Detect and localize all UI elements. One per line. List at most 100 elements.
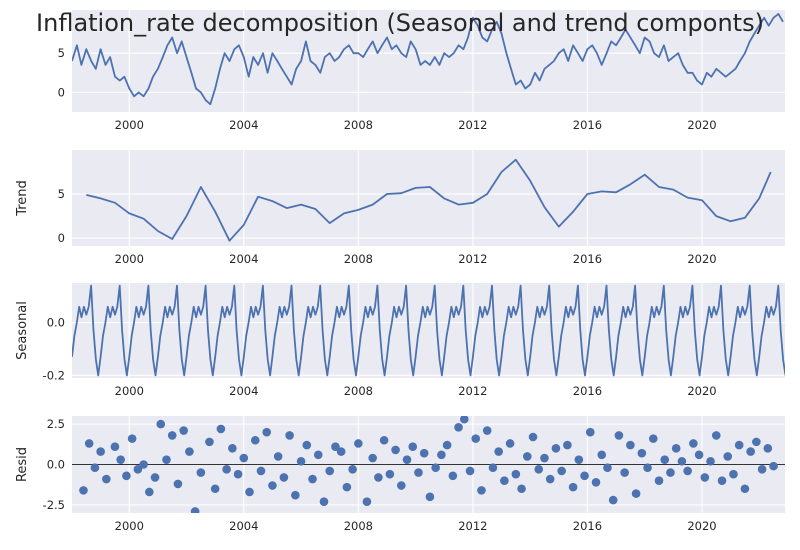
resid-point [648,434,658,443]
observed-x-tick-label: 2000 [115,118,144,132]
resid-point [637,448,647,458]
resid-point [620,468,629,477]
resid-point [717,476,727,485]
trend-series-line [86,158,772,242]
resid-point [167,431,177,440]
resid-point [465,466,475,476]
resid-point [402,455,412,464]
observed-series-line [72,13,784,106]
resid-point [90,463,100,473]
seasonal-x-tick-label: 2004 [229,384,258,398]
resid-point [319,497,329,506]
observed-x-tick-label: 2016 [573,118,602,132]
resid-point [368,453,377,463]
seasonal-x-tick-label: 2008 [344,384,373,398]
resid-point [348,465,357,474]
resid-point [279,473,289,482]
seasonal-x-tick-label: 2020 [687,384,716,398]
trend-y-tick-label: 0 [58,231,65,245]
resid-point [603,463,612,473]
resid-point [216,424,226,434]
resid-point [233,469,243,479]
trend-x-tick-label: 2000 [115,252,144,266]
observed-x-tick-label: 2004 [229,118,258,132]
trend-panel: 2000 2004 2008 2012 2016 2020 0 5 Trend [15,150,785,266]
resid-point [505,439,515,448]
resid-point [419,448,429,458]
resid-point [116,455,125,464]
resid-point [563,440,572,450]
resid-point [285,431,294,440]
resid-point [391,445,400,455]
resid-point [173,479,183,489]
resid-point [694,450,704,460]
resid-point [494,447,503,456]
resid-point [414,468,423,477]
resid-point [262,427,272,437]
resid-point [671,444,681,453]
resid-point [580,471,589,481]
resid-point [597,450,607,460]
resid-point [757,465,767,474]
trend-y-axis-label: Trend [15,180,30,217]
resid-point [614,431,624,440]
resid-point [654,476,664,485]
resid-point [362,497,372,506]
resid-point [313,450,323,460]
resid-point [769,461,778,471]
resid-point [79,486,88,495]
resid-point [196,468,206,477]
resid-point [425,492,435,502]
resid-point [626,440,635,450]
resid-point [522,452,532,461]
resid-y-axis-label: Resid [15,447,30,482]
resid-point [139,460,148,469]
resid-point [608,495,618,505]
resid-point [740,484,750,494]
seasonal-x-tick-label: 2016 [573,384,602,398]
resid-point [96,447,105,456]
seasonal-panel: 2000 2004 2008 2012 2016 2020 -0.2 0.0 Seasonal [15,283,785,398]
resid-y-tick-label: -2.5 [43,498,65,512]
chart-title: Inflation_rate decomposition (Seasonal a… [36,9,764,37]
observed-y-tick-label: 0 [58,85,65,99]
observed-panel: 2000 2004 2008 2012 2016 2020 0 5 [58,10,785,132]
resid-y-tick-label: 0.0 [47,458,65,472]
resid-point [517,484,526,494]
resid-point [511,469,521,479]
resid-point [689,439,698,448]
resid-point [666,468,675,477]
resid-point [683,466,692,476]
resid-point [471,434,481,443]
resid-point [179,426,188,435]
observed-x-tick-label: 2008 [344,118,373,132]
resid-point [331,442,340,452]
resid-point [557,466,566,476]
resid-point [711,431,721,440]
resid-point [228,444,237,453]
resid-point [210,484,220,494]
resid-x-tick-label: 2016 [573,519,602,533]
trend-plot-area [72,150,785,246]
resid-point [239,453,249,463]
resid-point [374,473,383,482]
resid-point [643,463,652,473]
resid-point [454,423,463,432]
resid-point [591,477,601,487]
resid-point [156,419,166,429]
resid-point [437,450,446,460]
observed-y-tick-label: 5 [58,46,65,60]
trend-y-tick-label: 5 [58,187,65,201]
resid-point [568,482,578,492]
resid-point [477,486,486,495]
resid-point [534,465,544,474]
trend-x-tick-label: 2020 [687,252,716,266]
resid-point [342,482,352,492]
resid-point [706,456,715,466]
resid-point [308,474,317,484]
resid-point [551,444,561,453]
resid-point [222,465,231,474]
resid-point [256,466,266,476]
resid-point [746,447,755,456]
